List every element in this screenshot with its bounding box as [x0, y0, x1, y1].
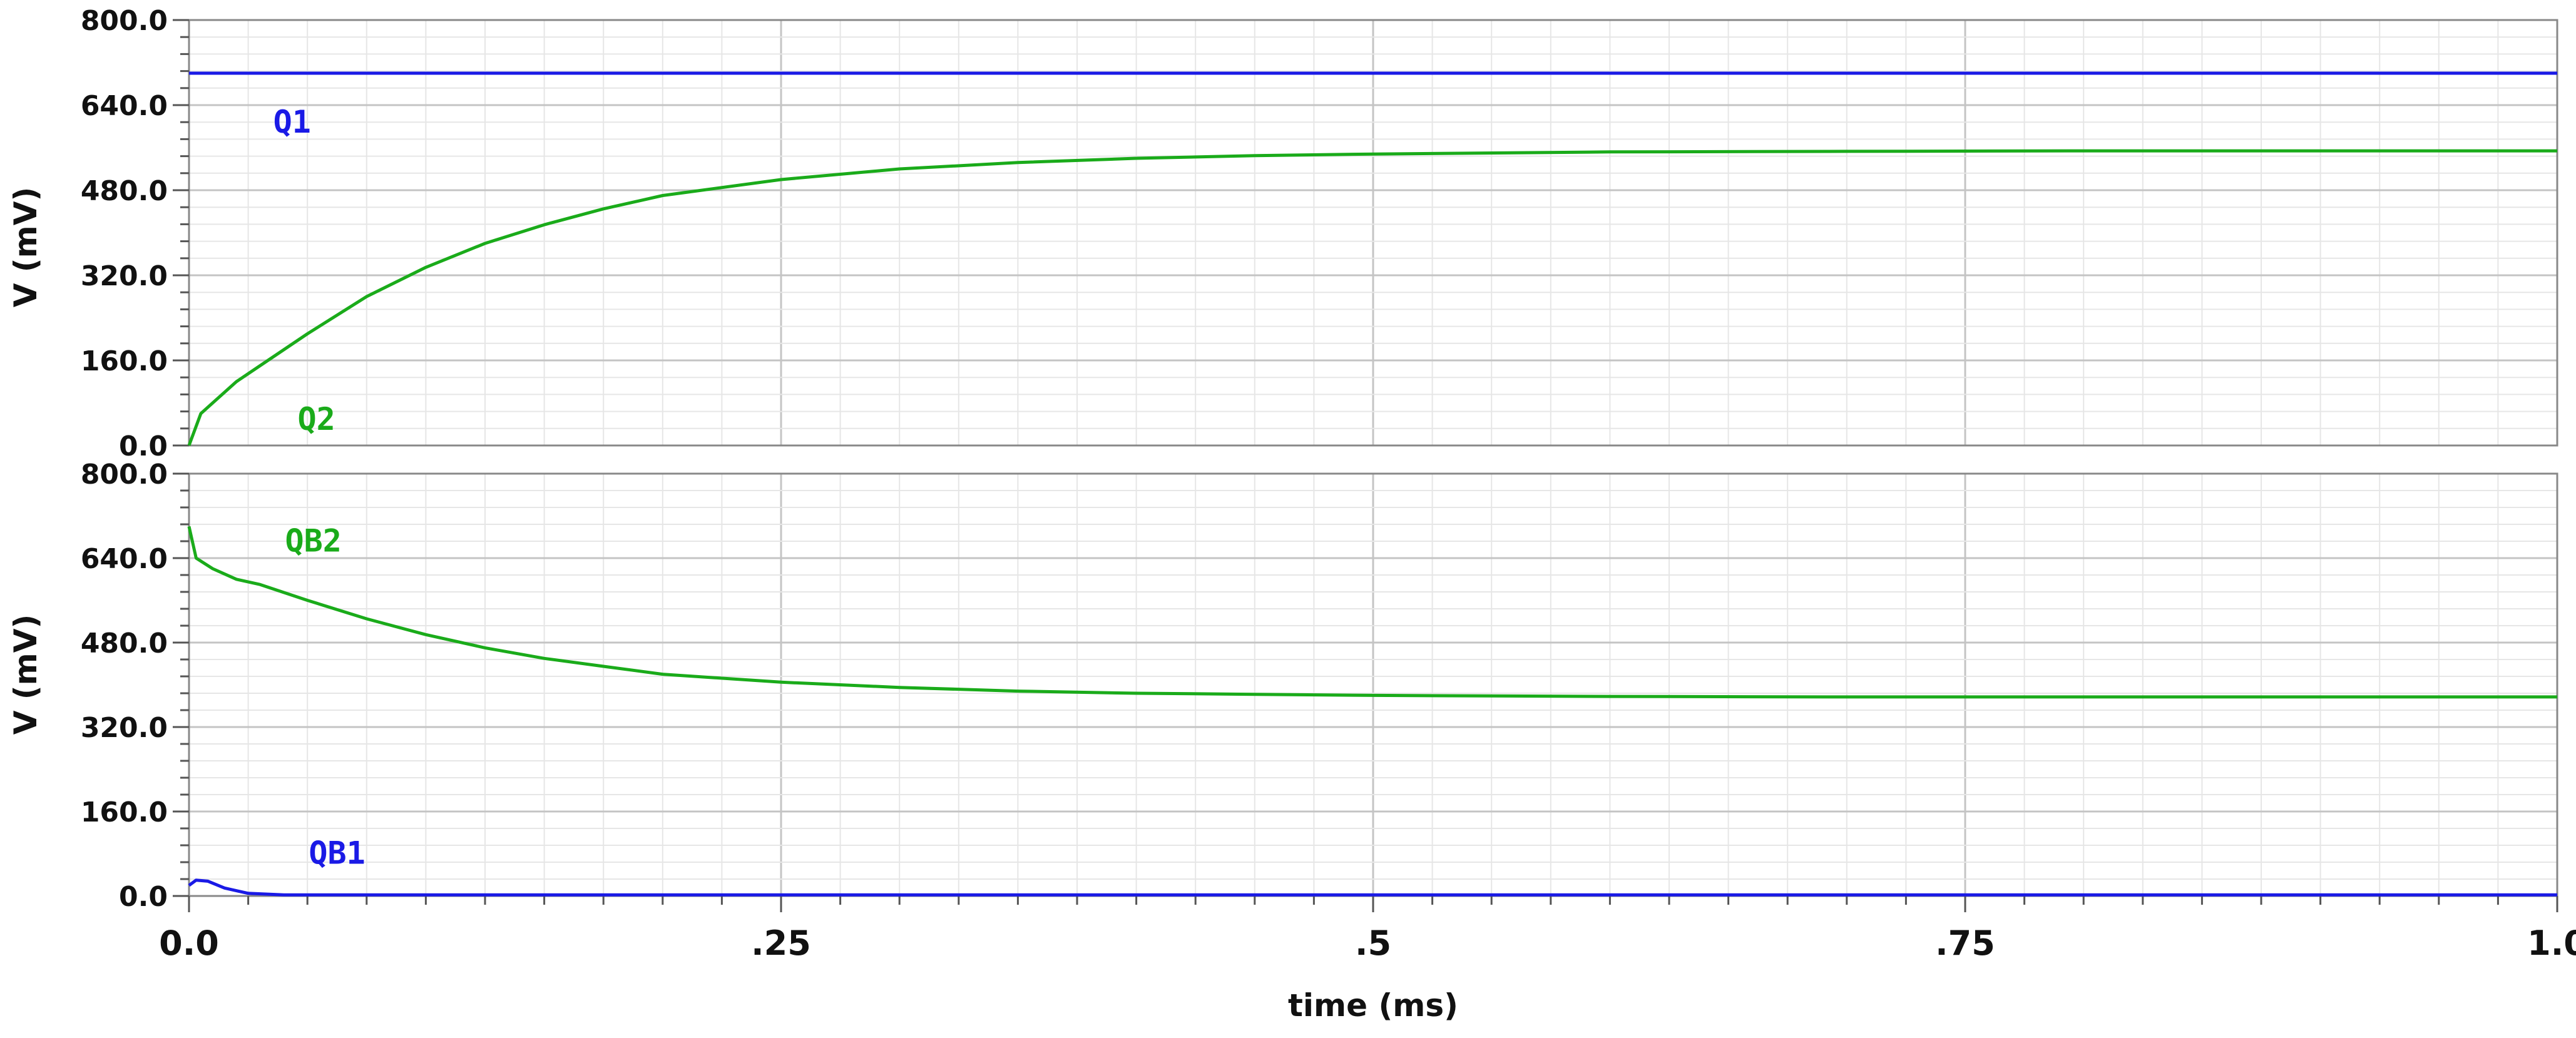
- series-qb2-label: QB2: [285, 522, 342, 559]
- top-y-tick-label: 480.0: [81, 175, 168, 207]
- top-y-tick-label: 800.0: [81, 5, 168, 37]
- x-tick-label: 1.0: [2527, 924, 2576, 963]
- x-tick-label: .5: [1355, 924, 1391, 963]
- bottom-panel: 0.0 160.0 320.0 480.0 640.0 800.0 0.0 .25 .5 .75 1…: [8, 459, 2576, 1024]
- bottom-y-tick-label: 160.0: [81, 796, 168, 828]
- x-tick-label: 0.0: [159, 924, 219, 963]
- series-q2-label: Q2: [298, 401, 335, 437]
- top-panel-ticks: 0.0 160.0 320.0 480.0 640.0 800.0: [81, 5, 189, 462]
- top-y-tick-label: 320.0: [81, 260, 168, 292]
- bottom-y-tick-label: 0.0: [119, 881, 168, 913]
- series-qb2-line: [187, 526, 2557, 699]
- bottom-y-tick-label: 640.0: [81, 543, 168, 575]
- series-qb1-label: QB1: [309, 835, 365, 871]
- bottom-panel-grid: [189, 474, 2557, 896]
- bottom-y-tick-label: 480.0: [81, 628, 168, 659]
- top-panel-grid: [189, 20, 2557, 445]
- top-panel: 0.0 160.0 320.0 480.0 640.0 800.0 Q1 Q2 V (mV): [8, 5, 2558, 462]
- top-panel-frame: [188, 19, 2558, 447]
- series-q2-line: [187, 149, 2557, 446]
- x-tick-label: .25: [751, 924, 811, 963]
- top-panel-ylabel: V (mV): [8, 187, 44, 308]
- bottom-panel-ylabel: V (mV): [8, 614, 44, 735]
- bottom-panel-series: QB2 QB1: [187, 522, 2557, 897]
- top-panel-series: Q1 Q2: [187, 71, 2557, 446]
- series-qb1-line: [188, 878, 2557, 897]
- top-y-tick-label: 640.0: [81, 90, 168, 122]
- x-tick-label: .75: [1935, 924, 1995, 963]
- bottom-y-tick-label: 320.0: [81, 712, 168, 744]
- series-q1-label: Q1: [273, 104, 311, 140]
- top-y-tick-label: 0.0: [119, 430, 168, 462]
- bottom-y-tick-label: 800.0: [81, 459, 168, 491]
- bottom-panel-ticks: 0.0 160.0 320.0 480.0 640.0 800.0 0.0 .25 .5 .75 1…: [81, 459, 2576, 963]
- x-axis-title: time (ms): [1288, 987, 1458, 1024]
- top-y-tick-label: 160.0: [81, 345, 168, 377]
